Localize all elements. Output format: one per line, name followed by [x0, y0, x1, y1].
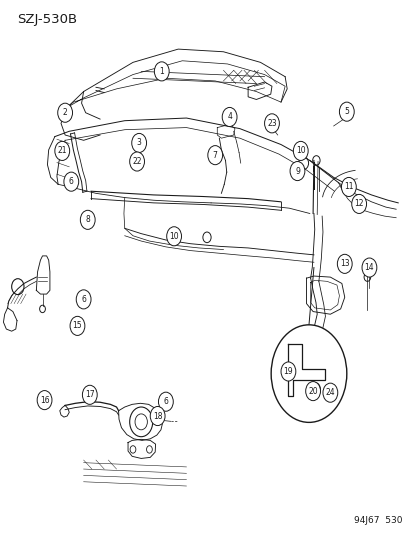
Text: 16: 16	[40, 395, 49, 405]
Text: 15: 15	[72, 321, 82, 330]
Circle shape	[129, 152, 144, 171]
Text: 8: 8	[85, 215, 90, 224]
Text: 13: 13	[339, 260, 349, 268]
Circle shape	[280, 362, 295, 381]
Circle shape	[264, 114, 279, 133]
Circle shape	[166, 227, 181, 246]
Circle shape	[351, 195, 366, 214]
Text: 20: 20	[308, 386, 317, 395]
Circle shape	[70, 317, 85, 335]
Circle shape	[290, 161, 304, 181]
Text: 3: 3	[136, 139, 141, 148]
Text: 18: 18	[152, 411, 162, 421]
Circle shape	[271, 325, 346, 422]
Text: 24: 24	[325, 388, 335, 397]
Circle shape	[150, 407, 165, 425]
Text: SZJ-530B: SZJ-530B	[17, 13, 77, 26]
Circle shape	[55, 141, 69, 160]
Text: 23: 23	[266, 119, 276, 128]
Text: 19: 19	[283, 367, 292, 376]
Text: 14: 14	[364, 263, 373, 272]
Circle shape	[158, 392, 173, 411]
Circle shape	[339, 102, 354, 121]
Text: 11: 11	[343, 182, 353, 191]
Circle shape	[57, 103, 72, 122]
Circle shape	[207, 146, 222, 165]
Circle shape	[131, 133, 146, 152]
Text: 7: 7	[212, 151, 217, 160]
Circle shape	[322, 383, 337, 402]
Text: 94J67  530: 94J67 530	[353, 516, 401, 525]
Text: 6: 6	[81, 295, 86, 304]
Circle shape	[337, 254, 351, 273]
Text: 22: 22	[132, 157, 142, 166]
Circle shape	[305, 382, 320, 401]
Circle shape	[293, 141, 307, 160]
Circle shape	[341, 177, 356, 197]
Circle shape	[76, 290, 91, 309]
Circle shape	[312, 156, 319, 165]
Circle shape	[361, 258, 376, 277]
Circle shape	[64, 172, 78, 191]
Circle shape	[222, 108, 237, 126]
Text: 5: 5	[344, 107, 349, 116]
Circle shape	[40, 305, 45, 313]
Circle shape	[80, 211, 95, 229]
Text: 6: 6	[163, 397, 168, 406]
Text: 1: 1	[159, 67, 164, 76]
Circle shape	[82, 385, 97, 405]
Text: 12: 12	[354, 199, 363, 208]
Text: 6: 6	[69, 177, 74, 186]
Text: 21: 21	[57, 147, 67, 156]
Circle shape	[37, 391, 52, 410]
Text: 9: 9	[294, 166, 299, 175]
Text: 2: 2	[63, 108, 67, 117]
Text: 10: 10	[169, 232, 178, 241]
Circle shape	[154, 62, 169, 81]
Text: 17: 17	[85, 390, 95, 399]
Text: 10: 10	[295, 147, 305, 156]
Circle shape	[363, 273, 370, 281]
Text: 4: 4	[227, 112, 232, 122]
